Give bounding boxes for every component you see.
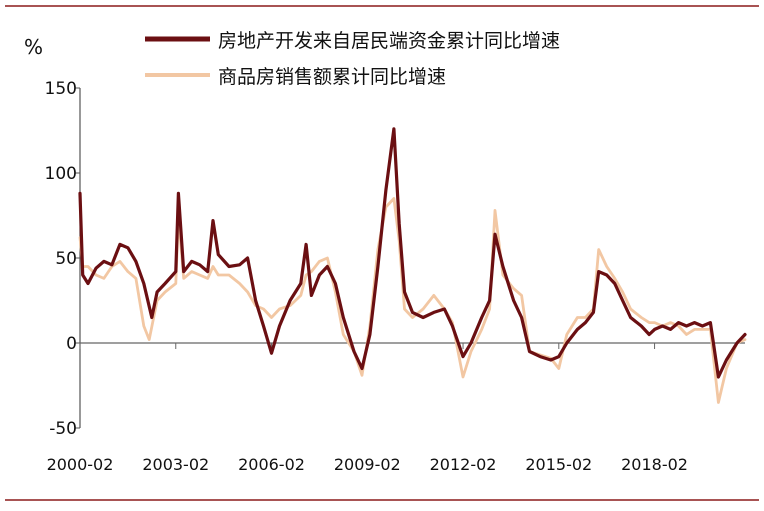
y-tick-label: 50: [55, 249, 77, 269]
y-unit-label: %: [24, 35, 43, 59]
x-tick-label: 2012-02: [430, 455, 497, 474]
x-tick-label: 2009-02: [334, 455, 401, 474]
x-tick-label: 2006-02: [238, 455, 305, 474]
series-layer: [78, 127, 747, 404]
y-tick-label: 150: [45, 79, 77, 99]
legend-label-1: 商品房销售额累计同比增速: [218, 66, 446, 88]
y-tick-label: -50: [49, 419, 77, 439]
y-tick-label: 100: [45, 164, 77, 184]
x-tick-label: 2003-02: [142, 455, 209, 474]
series-line-0: [78, 127, 747, 379]
y-tick-label: 0: [66, 334, 77, 354]
x-tick-label: 2000-02: [47, 455, 114, 474]
x-tick-label: 2015-02: [525, 455, 592, 474]
legend-label-0: 房地产开发来自居民端资金累计同比增速: [218, 30, 560, 52]
x-tick-label: 2018-02: [621, 455, 688, 474]
axes: -50 0 50 100 150 2000-02 2003-02 2006-02 2009-02…: [45, 79, 745, 474]
